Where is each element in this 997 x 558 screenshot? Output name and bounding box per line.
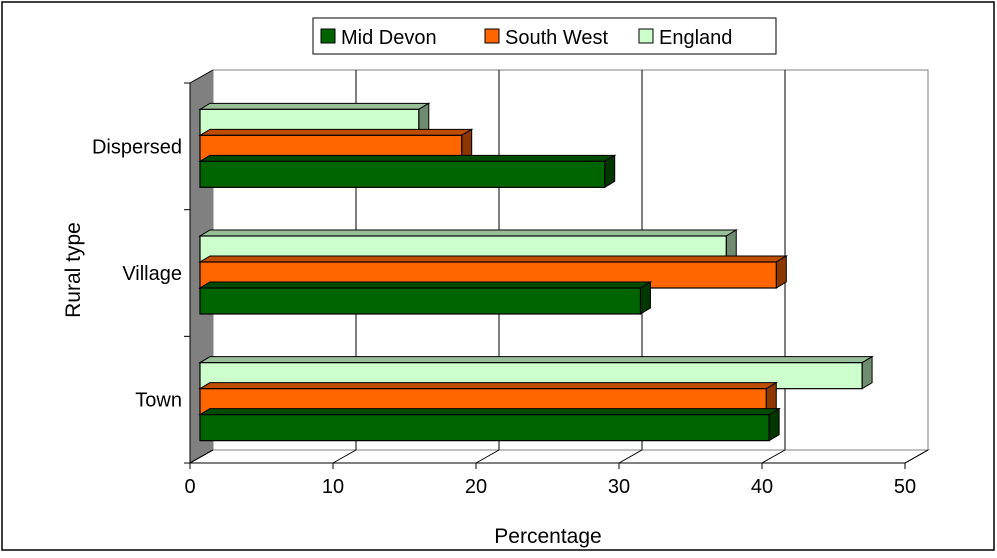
legend-swatch — [320, 28, 336, 44]
bar-side — [639, 281, 651, 315]
bar — [198, 407, 781, 442]
legend-label: England — [659, 27, 732, 49]
x-tick-label: 0 — [184, 476, 195, 498]
legend-label: Mid Devon — [341, 27, 437, 49]
bar-side — [775, 255, 787, 289]
bar-top — [198, 281, 653, 289]
y-category-label: Dispersed — [92, 136, 182, 158]
x-tick-label: 40 — [751, 476, 773, 498]
bar-top — [198, 154, 617, 162]
bar-top — [198, 408, 781, 416]
floor-line — [904, 449, 929, 464]
legend-swatch — [484, 28, 500, 44]
y-category-label: Town — [135, 390, 182, 412]
bar-top — [198, 382, 779, 390]
floor-line — [332, 449, 357, 464]
bar-front — [199, 287, 642, 315]
legend-swatch — [638, 28, 654, 44]
bar — [198, 281, 653, 315]
bar-top — [198, 255, 789, 263]
bar-top — [198, 102, 431, 110]
x-axis-title: Percentage — [494, 525, 601, 548]
bar-side — [604, 154, 616, 189]
x-tick-label: 50 — [894, 476, 916, 498]
bar-side — [768, 407, 780, 442]
legend: Mid Devon South West England — [312, 17, 777, 55]
y-axis-title: Rural type — [62, 222, 85, 318]
bar-top — [198, 229, 739, 237]
bar-top — [198, 356, 874, 364]
bar-top — [198, 128, 474, 136]
bar-front — [199, 160, 606, 188]
x-tick-label: 10 — [322, 476, 344, 498]
floor-line — [189, 449, 214, 464]
legend-label: South West — [505, 27, 608, 49]
floor-line — [618, 449, 643, 464]
x-tick-label: 20 — [465, 476, 487, 498]
floor-line — [761, 449, 786, 464]
y-category-label: Village — [122, 263, 182, 285]
x-tick-label: 30 — [608, 476, 630, 498]
legend-box — [312, 17, 777, 55]
bar-side — [861, 355, 873, 390]
floor — [188, 449, 930, 464]
bar — [198, 154, 617, 189]
bar-front — [199, 414, 770, 442]
floor-line — [475, 449, 500, 464]
